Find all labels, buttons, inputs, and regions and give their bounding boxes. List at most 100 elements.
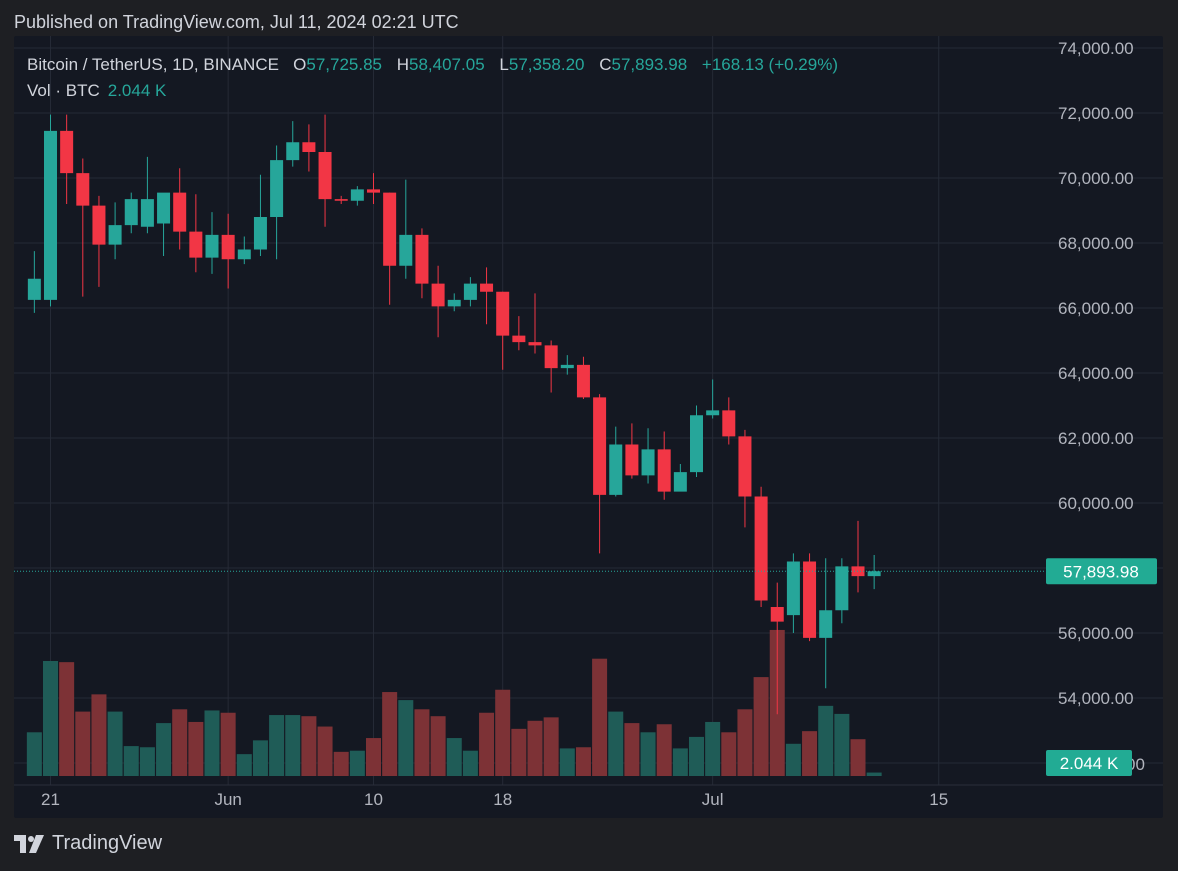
y-axis-tick-label: 54,000.00 [1058,689,1134,708]
volume-bar [543,717,559,776]
candle-body [754,496,768,601]
low-value: 57,358.20 [508,55,585,74]
volume-bar [705,721,721,776]
x-axis-tick-label: Jun [214,790,241,809]
volume-bar [366,738,381,776]
symbol-title[interactable]: Bitcoin / TetherUS, 1D, BINANCE [27,55,279,74]
last-price-tag-label: 57,893.98 [1063,562,1139,581]
candle-body [657,449,671,492]
volume-bar [220,712,236,776]
x-axis-tick-label: Jul [702,790,724,809]
volume-bar [107,711,123,776]
volume-bar [446,738,462,776]
candle-body [383,192,397,266]
brand-name: TradingView [52,832,163,854]
candle-body [92,205,106,245]
candle-body [302,142,316,152]
volume-bar [139,747,155,776]
volume-bar [737,709,753,776]
candle-body [819,610,833,638]
volume-bar [75,711,91,776]
candle-body [60,130,74,174]
volume-bar [172,709,188,776]
x-axis-tick-label: 18 [493,790,512,809]
volume-bar [608,711,624,776]
volume-bar [527,720,543,776]
y-axis-tick-label: 72,000.00 [1058,104,1134,123]
candle-body [576,364,590,398]
candle-body [738,436,752,497]
volume-bar [414,709,430,776]
candle-body [722,410,736,437]
candle-body [157,192,171,224]
candle-body [253,217,267,250]
volume-bar [866,772,882,776]
candle-body [205,234,219,258]
volume-bar [479,712,495,776]
volume-bar [204,710,220,776]
candle-body [44,130,57,300]
candle-body [835,566,849,611]
change-value: +168.13 (+0.29%) [701,55,838,74]
candle-body [447,299,461,307]
volume-bar [123,746,139,776]
candle-body [867,571,881,577]
open-value: 57,725.85 [306,55,382,74]
candle-body [512,335,526,343]
candle-body [350,189,364,201]
volume-bar [317,726,333,776]
close-label: C [599,55,612,74]
candle-body [415,234,429,284]
volume-bar [398,700,414,776]
high-value: 58,407.05 [409,55,485,74]
volume-bar [802,731,818,776]
volume-bar [59,662,75,776]
tradingview-brand[interactable]: TradingView [14,832,162,855]
volume-bar [156,723,172,776]
low-label: L [499,55,509,74]
candle-body [367,189,380,193]
volume-bar [753,677,769,776]
tradingview-logo-icon [14,834,44,853]
candle-body [560,364,574,369]
volume-bar [672,748,688,776]
volume-bar [269,715,285,776]
candle-body [770,607,784,622]
y-axis-tick-label: 60,000.00 [1058,494,1134,513]
last-price-tag [1046,558,1157,585]
candle-body [528,342,542,346]
candle-body [189,231,203,258]
candle-body [399,234,413,266]
last-volume-tag [1046,750,1132,776]
volume-bar [43,661,58,776]
volume-value: 2.044 K [107,81,167,100]
volume-bar [624,723,640,776]
volume-bar [834,713,850,776]
volume-bar [91,694,107,776]
candle-body [480,283,494,292]
volume-bar [462,750,478,776]
candle-body [609,444,623,495]
high-label: H [396,55,410,74]
candle-body [803,561,817,638]
volume-bar [818,705,834,776]
volume-bar [575,747,591,776]
x-axis-tick-label: 15 [929,790,948,809]
chart-pane[interactable] [14,36,1163,818]
y-axis-tick-label: 62,000.00 [1058,429,1134,448]
volume-bar [850,739,866,776]
candle-body [76,173,90,206]
volume-bar [721,732,737,776]
candle-body [318,152,332,200]
volume-label[interactable]: Vol · BTC [27,81,100,100]
y-axis-tick-label: 66,000.00 [1058,299,1134,318]
volume-bar [188,721,204,776]
y-axis-tick-label: 68,000.00 [1058,234,1134,253]
candle-body [173,192,187,232]
candle-body [463,283,477,300]
volume-bar [252,740,268,776]
y-axis-tick-label: 74,000.00 [1058,39,1134,58]
volume-bar [495,689,511,776]
candle-body [237,249,251,260]
